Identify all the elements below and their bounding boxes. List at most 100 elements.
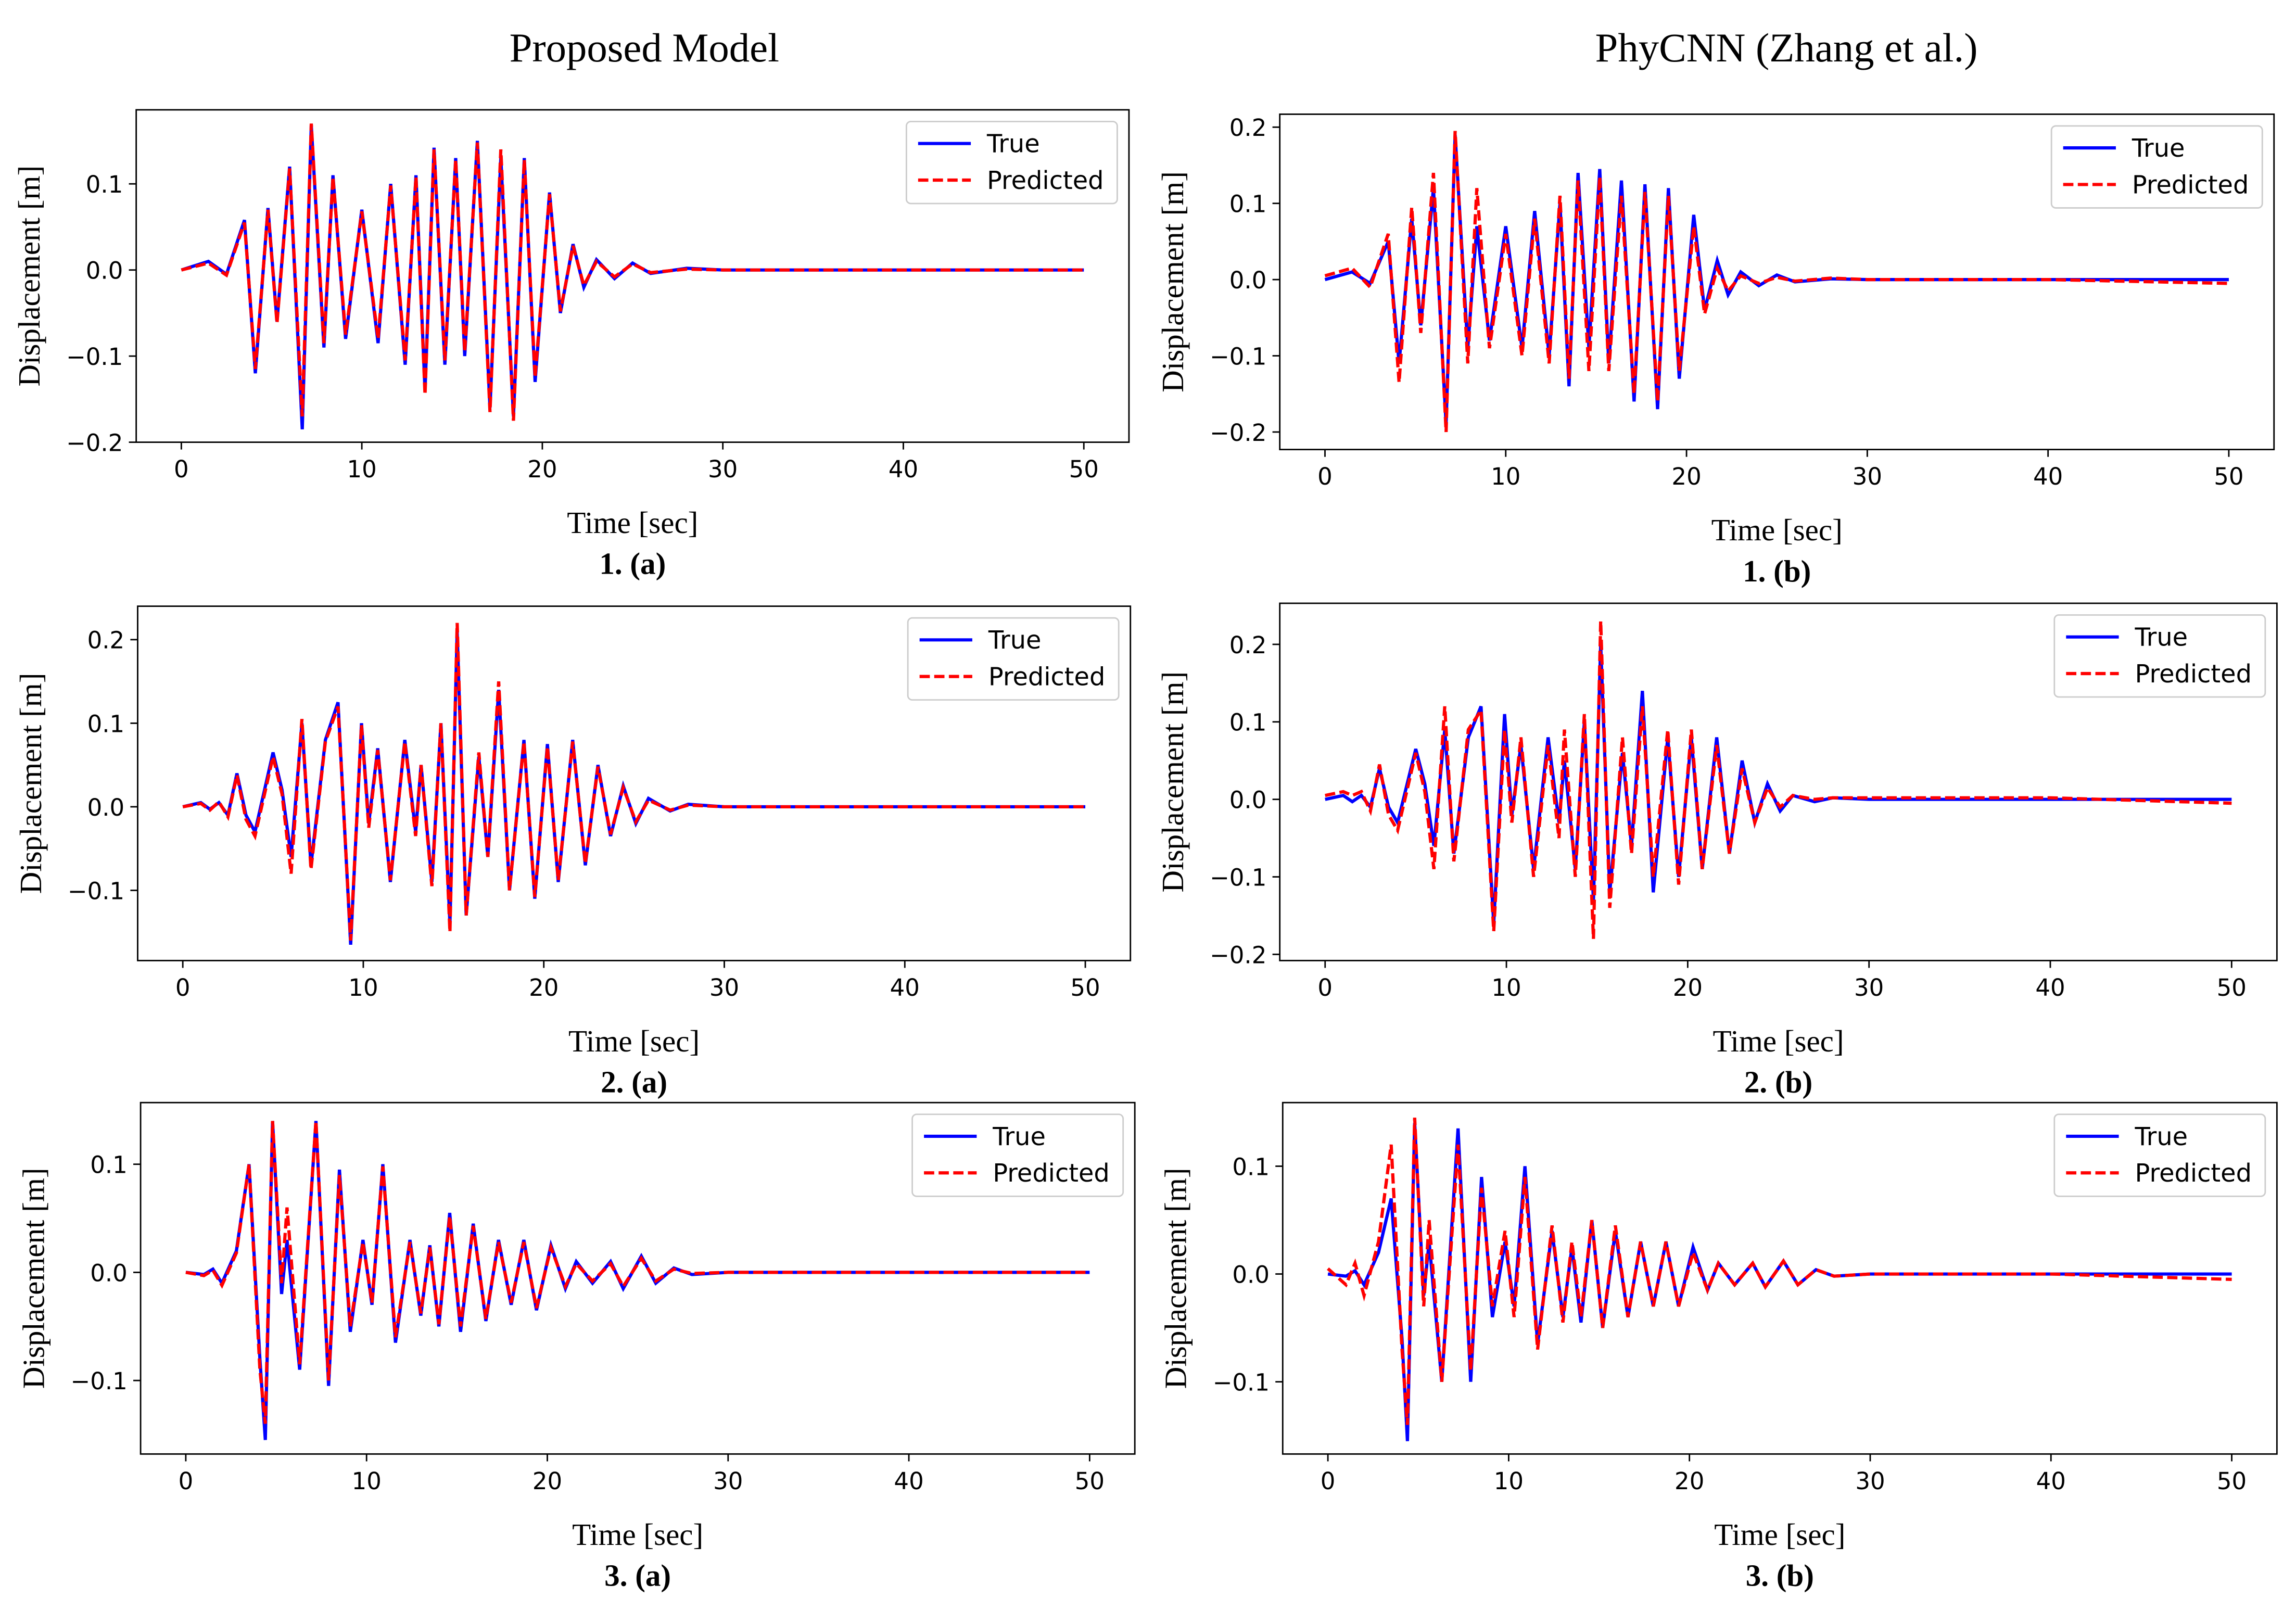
y-axis-label: Displacement [m] — [1156, 671, 1190, 893]
column-header: PhyCNN (Zhang et al.) — [1595, 26, 1978, 71]
legend-label: True — [2135, 624, 2188, 652]
plot-frame — [1279, 602, 2278, 961]
x-tick-label: 30 — [1853, 463, 1882, 490]
x-tick-label: 10 — [348, 974, 378, 1001]
y-tick-label: 0.1 — [1229, 709, 1267, 737]
y-tick-label: 0.2 — [87, 627, 125, 654]
y-tick-label: 0.1 — [1229, 191, 1267, 218]
x-tick-label: 50 — [1069, 455, 1099, 483]
x-tick-label: 10 — [352, 1467, 382, 1495]
x-tick-label: 40 — [890, 974, 920, 1001]
caption: 3. (b) — [1746, 1558, 1814, 1593]
y-tick-label: −0.1 — [1210, 343, 1266, 370]
legend-label: True — [2135, 1123, 2188, 1151]
legend-label: True — [992, 1123, 1046, 1151]
legend-label: True — [988, 626, 1042, 655]
y-tick-label: −0.2 — [1210, 941, 1266, 969]
plot-frame — [1279, 113, 2275, 451]
caption: 1. (b) — [1743, 554, 1811, 588]
x-tick-label: 50 — [2214, 463, 2243, 490]
x-tick-label: 0 — [175, 974, 191, 1001]
x-axis-label: Time [sec] — [572, 1517, 703, 1552]
legend-label: True — [986, 130, 1040, 159]
x-tick-label: 40 — [889, 455, 918, 483]
y-tick-label: 0.0 — [90, 1259, 128, 1287]
legend-label: True — [2132, 134, 2185, 163]
x-tick-label: 30 — [708, 455, 738, 483]
y-tick-label: 0.2 — [1229, 114, 1267, 142]
x-tick-label: 0 — [1321, 1467, 1336, 1495]
panel: 0 10 20 30 40 50 −0.2 −0.1 0.0 0.1 0.2 Time [sec] Di… — [1156, 113, 2275, 588]
series-line — [185, 1121, 1090, 1424]
x-tick-label: 20 — [532, 1467, 562, 1495]
x-tick-label: 30 — [1854, 974, 1884, 1001]
x-tick-label: 20 — [529, 974, 559, 1001]
series-line — [181, 123, 1084, 421]
legend-label: Predicted — [993, 1159, 1109, 1188]
x-tick-label: 10 — [1491, 974, 1521, 1001]
y-tick-label: −0.2 — [66, 429, 123, 457]
x-tick-label: 0 — [1317, 974, 1333, 1001]
x-tick-label: 50 — [1070, 974, 1100, 1001]
x-tick-label: 40 — [2036, 1467, 2066, 1495]
series-line — [1325, 621, 2232, 939]
legend-label: Predicted — [988, 663, 1105, 692]
series-line — [182, 623, 1086, 941]
y-tick-label: 0.0 — [86, 257, 123, 285]
caption: 3. (a) — [604, 1558, 671, 1593]
caption: 1. (a) — [599, 547, 666, 581]
y-tick-label: 0.1 — [1232, 1153, 1270, 1181]
y-axis-label: Displacement [m] — [14, 673, 48, 894]
x-tick-label: 50 — [2217, 1467, 2247, 1495]
y-tick-label: 0.0 — [87, 794, 125, 821]
legend-label: Predicted — [2135, 660, 2252, 689]
y-tick-label: 0.1 — [90, 1151, 128, 1179]
x-tick-label: 50 — [1075, 1467, 1105, 1495]
plot-frame — [139, 1101, 1136, 1455]
y-tick-label: −0.1 — [66, 343, 123, 371]
y-axis-label: Displacement [m] — [12, 166, 46, 387]
series-line — [1327, 1118, 2232, 1425]
x-tick-label: 30 — [713, 1467, 743, 1495]
x-tick-label: 30 — [709, 974, 739, 1001]
x-tick-label: 0 — [174, 455, 189, 483]
panel: 0 10 20 30 40 50 −0.2 −0.1 0.0 0.1 0.2 Time [sec] Di… — [1156, 602, 2278, 1099]
y-axis-label: Displacement [m] — [1159, 1168, 1193, 1389]
y-tick-label: −0.2 — [1210, 419, 1266, 447]
plot-frame — [137, 605, 1132, 961]
x-axis-label: Time [sec] — [1711, 513, 1843, 547]
y-tick-label: −0.1 — [1213, 1368, 1270, 1396]
x-tick-label: 40 — [2033, 463, 2063, 490]
y-tick-label: 0.0 — [1232, 1261, 1270, 1288]
x-tick-label: 10 — [1494, 1467, 1524, 1495]
x-tick-label: 0 — [179, 1467, 194, 1495]
x-tick-label: 30 — [1855, 1467, 1885, 1495]
y-tick-label: 0.2 — [1229, 631, 1267, 659]
panel: 0 10 20 30 40 50 −0.2 −0.1 0.0 0.1 Time [sec] Displ… — [12, 109, 1130, 581]
y-tick-label: 0.0 — [1229, 267, 1267, 294]
x-axis-label: Time [sec] — [1713, 1024, 1844, 1058]
legend-label: Predicted — [2135, 1159, 2252, 1188]
plot-frame — [135, 109, 1130, 443]
panel: 0 10 20 30 40 50 −0.1 0.0 0.1 Time [sec] Displacem… — [1159, 1101, 2278, 1593]
legend-label: Predicted — [987, 167, 1103, 195]
x-tick-label: 20 — [527, 455, 557, 483]
plot-frame — [1282, 1101, 2278, 1455]
y-tick-label: 0.1 — [87, 710, 125, 738]
panel: 0 10 20 30 40 50 −0.1 0.0 0.1 Time [sec] Displacem… — [16, 1101, 1136, 1593]
x-tick-label: 40 — [2035, 974, 2065, 1001]
y-axis-label: Displacement [m] — [1156, 171, 1190, 392]
panel: 0 10 20 30 40 50 −0.1 0.0 0.1 0.2 Time [sec] Displa… — [14, 605, 1132, 1099]
series-line — [1324, 131, 2229, 433]
column-header: Proposed Model — [510, 26, 779, 71]
y-tick-label: 0.1 — [86, 171, 123, 198]
x-tick-label: 50 — [2217, 974, 2247, 1001]
x-tick-label: 10 — [347, 455, 377, 483]
y-tick-label: 0.0 — [1229, 787, 1267, 814]
y-axis-label: Displacement [m] — [16, 1168, 50, 1389]
y-tick-label: −0.1 — [71, 1367, 128, 1395]
x-tick-label: 40 — [894, 1467, 923, 1495]
caption: 2. (a) — [601, 1065, 667, 1099]
